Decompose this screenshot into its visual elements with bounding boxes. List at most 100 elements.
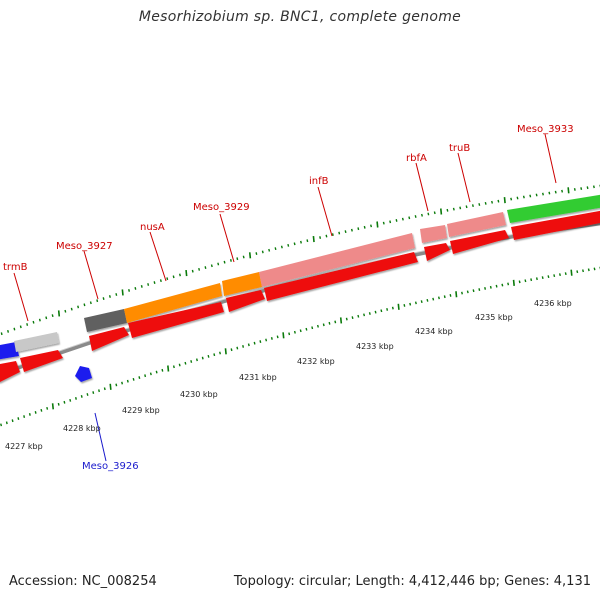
minor-tick bbox=[449, 294, 452, 297]
gene-label-truB[interactable]: truB bbox=[449, 143, 470, 154]
cds-arrow[interactable] bbox=[450, 230, 509, 254]
minor-tick bbox=[23, 415, 26, 418]
minor-tick bbox=[159, 279, 162, 283]
minor-tick bbox=[401, 217, 404, 221]
minor-tick bbox=[466, 290, 469, 294]
minor-tick bbox=[382, 221, 385, 225]
minor-tick bbox=[461, 291, 463, 295]
cds-arrow-minus[interactable] bbox=[75, 366, 92, 382]
minor-tick bbox=[83, 303, 86, 307]
minor-tick bbox=[389, 220, 392, 224]
leader-Meso_3926 bbox=[94, 412, 107, 462]
minor-tick bbox=[184, 361, 187, 365]
minor-tick bbox=[586, 186, 589, 190]
major-tick bbox=[167, 365, 170, 372]
minor-tick bbox=[259, 340, 262, 344]
minor-tick bbox=[96, 299, 99, 303]
gene-label-Meso_3929[interactable]: Meso_3929 bbox=[193, 202, 250, 213]
minor-tick bbox=[255, 252, 258, 256]
minor-tick bbox=[357, 314, 360, 318]
minor-tick bbox=[368, 312, 371, 315]
minor-tick bbox=[472, 289, 475, 293]
cds-arrow[interactable] bbox=[128, 302, 224, 338]
minor-tick bbox=[491, 200, 494, 204]
minor-tick bbox=[32, 320, 35, 324]
minor-tick bbox=[497, 199, 500, 203]
minor-tick bbox=[147, 283, 150, 286]
minor-tick bbox=[421, 213, 423, 217]
minor-tick bbox=[274, 247, 277, 251]
minor-tick bbox=[230, 348, 233, 352]
scale-label: 4232 kbp bbox=[297, 357, 335, 366]
minor-tick bbox=[311, 326, 314, 330]
minor-tick bbox=[98, 389, 100, 393]
cds-arrow[interactable] bbox=[511, 210, 600, 240]
cds-arrow[interactable] bbox=[20, 350, 63, 372]
feature-pink-2[interactable] bbox=[420, 225, 447, 243]
minor-tick bbox=[223, 260, 226, 264]
inner-tick-row bbox=[0, 266, 600, 427]
minor-tick bbox=[558, 273, 561, 277]
minor-tick bbox=[198, 267, 201, 271]
cds-arrow[interactable] bbox=[226, 290, 265, 312]
minor-tick bbox=[63, 400, 66, 404]
minor-tick bbox=[391, 306, 394, 310]
minor-tick bbox=[507, 282, 510, 286]
feature-green[interactable] bbox=[507, 194, 600, 223]
minor-tick bbox=[495, 284, 498, 288]
minor-tick bbox=[380, 309, 383, 313]
minor-tick bbox=[155, 370, 158, 374]
minor-tick bbox=[242, 255, 245, 259]
cds-arrow[interactable] bbox=[264, 252, 418, 301]
gene-label-Meso_3933[interactable]: Meso_3933 bbox=[517, 124, 574, 135]
cds-arrow[interactable] bbox=[0, 361, 20, 382]
gene-label-trmB[interactable]: trmB bbox=[3, 262, 28, 273]
cds-arrow[interactable] bbox=[89, 327, 129, 351]
minor-tick bbox=[580, 187, 583, 190]
minor-tick bbox=[40, 408, 43, 412]
minor-tick bbox=[432, 297, 435, 301]
minor-tick bbox=[17, 417, 20, 421]
minor-tick bbox=[19, 325, 22, 329]
minor-tick bbox=[316, 324, 319, 328]
major-tick bbox=[397, 303, 400, 310]
minor-tick bbox=[437, 296, 440, 300]
minor-tick bbox=[217, 262, 220, 266]
minor-tick bbox=[465, 205, 468, 209]
minor-tick bbox=[403, 304, 406, 307]
feature-blue[interactable] bbox=[0, 342, 19, 360]
minor-tick bbox=[478, 288, 481, 291]
cds-arrow[interactable] bbox=[424, 243, 450, 261]
gene-label-nusA[interactable]: nusA bbox=[140, 222, 165, 233]
minor-tick bbox=[242, 344, 245, 348]
minor-tick bbox=[280, 245, 283, 249]
gene-label-infB[interactable]: infB bbox=[309, 176, 329, 187]
minor-tick bbox=[293, 242, 296, 246]
leader-truB bbox=[457, 152, 471, 203]
minor-tick bbox=[374, 310, 377, 314]
feature-grey[interactable] bbox=[14, 332, 59, 352]
major-tick bbox=[439, 208, 443, 215]
minor-tick bbox=[51, 314, 54, 318]
feature-orange-2[interactable] bbox=[222, 272, 262, 296]
gene-label-Meso_3926[interactable]: Meso_3926 bbox=[82, 461, 139, 472]
minor-tick bbox=[13, 327, 16, 331]
minor-tick bbox=[5, 421, 8, 425]
scale-label: 4231 kbp bbox=[239, 373, 277, 382]
minor-tick bbox=[132, 377, 135, 381]
minor-tick bbox=[213, 353, 216, 357]
minor-tick bbox=[305, 327, 308, 331]
accession-text: Accession: NC_008254 bbox=[9, 574, 157, 589]
leader-Meso_3927 bbox=[83, 250, 99, 300]
gene-label-Meso_3927[interactable]: Meso_3927 bbox=[56, 241, 113, 252]
feature-orange-1[interactable] bbox=[124, 283, 222, 323]
feature-pink-1[interactable] bbox=[259, 233, 415, 287]
minor-tick bbox=[80, 395, 83, 398]
minor-tick bbox=[338, 231, 341, 235]
feature-dark-grey[interactable] bbox=[84, 309, 127, 332]
minor-tick bbox=[149, 372, 152, 376]
gene-label-rbfA[interactable]: rbfA bbox=[406, 153, 427, 164]
feature-pink-3[interactable] bbox=[447, 212, 506, 237]
gene-labels: trmB Meso_3927 nusA Meso_3929 infB rbfA … bbox=[3, 124, 574, 472]
